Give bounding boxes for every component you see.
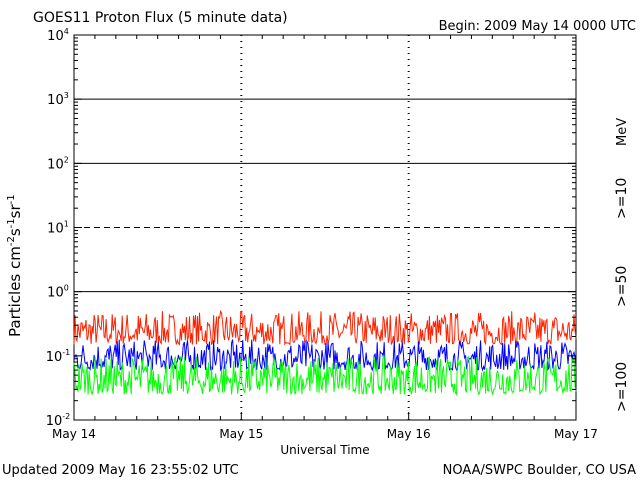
y-tick-label: 10-1 xyxy=(46,348,71,365)
x-tick-label: May 14 xyxy=(52,427,96,441)
begin-label: Begin: 2009 May 14 0000 UTC xyxy=(439,19,636,34)
y-axis-label: Particles cm-2s-1sr-1 xyxy=(6,194,24,337)
y-tick-label: 10-2 xyxy=(46,412,71,429)
y-tick-label: 101 xyxy=(47,220,69,237)
series-line-1 xyxy=(73,339,577,372)
series-line-2 xyxy=(73,355,577,397)
series-line-0 xyxy=(73,309,577,346)
y-tick-label: 102 xyxy=(47,155,69,172)
chart-title: GOES11 Proton Flux (5 minute data) xyxy=(33,10,288,26)
y-tick-label: 103 xyxy=(47,91,69,108)
grid-lines xyxy=(74,35,576,420)
legend-ge50: >=50 xyxy=(614,266,630,307)
y-tick-label: 100 xyxy=(47,284,69,301)
y-tick-label: 104 xyxy=(47,27,69,44)
source-label: NOAA/SWPC Boulder, CO USA xyxy=(443,463,636,478)
legend: MeV >=10 >=50 >=100 xyxy=(614,118,630,412)
series-group xyxy=(73,309,577,397)
x-ticks: May 14 May 15 May 16 May 17 xyxy=(52,35,598,441)
x-tick-label: May 15 xyxy=(219,427,263,441)
updated-label: Updated 2009 May 16 23:55:02 UTC xyxy=(2,463,239,478)
x-tick-label: May 16 xyxy=(387,427,431,441)
x-axis-label: Universal Time xyxy=(280,443,369,457)
y-ticks: 10-2 10-1 100 101 102 103 104 xyxy=(46,27,576,429)
plot-area: May 14 May 15 May 16 May 17 10-210-11001011… xyxy=(46,27,598,441)
x-tick-label: May 17 xyxy=(554,427,598,441)
legend-ge10: >=10 xyxy=(614,178,630,219)
unit-label: MeV xyxy=(615,118,630,146)
legend-ge100: >=100 xyxy=(614,362,630,412)
